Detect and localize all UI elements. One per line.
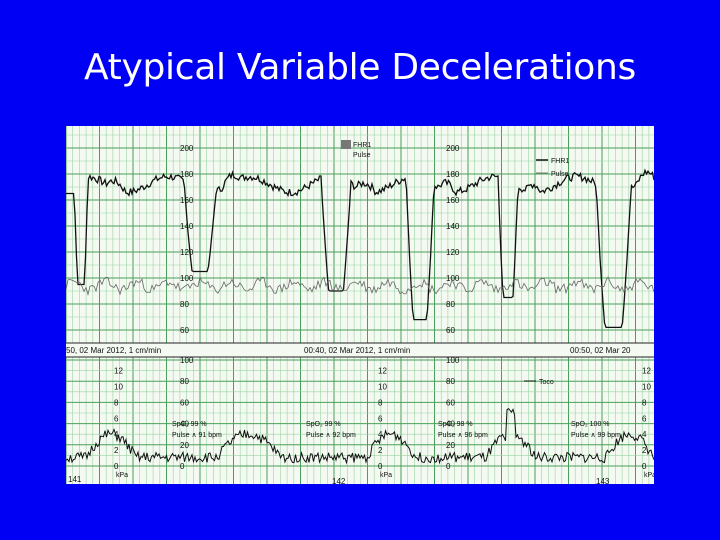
uc-scale-mmhg-label: 100 [446,356,460,365]
uc-scale-mmhg-label: 0 [446,462,451,471]
uc-scale-mmhg-label: 100 [180,356,194,365]
uc-scale-mmhg-label: 0 [180,462,185,471]
fhr-scale-label: 200 [446,144,460,153]
spo2-reading-4: SpO₂ 100 % [571,421,610,428]
pulse-trace [66,275,654,296]
uc-scale-kpa-label: 0 [378,462,383,471]
uc-scale-kpa-label: 12 [642,367,651,376]
spo2-reading-3: SpO₂ 98 % [438,421,473,428]
legend-fhr-label: FHR1 [353,142,371,149]
fhr-scale-label: 80 [180,300,189,309]
legend-toco-label: Toco [539,379,554,386]
uc-scale-kpa-label: 0 [642,462,647,471]
uc-scale-mmhg-label: 40 [446,420,455,429]
uc-scale-kpa-label: 4 [642,430,647,439]
fhr-scale-label: 120 [446,248,460,257]
slide-title: Atypical Variable Decelerations [83,47,636,88]
legend-fhr1-right: FHR1 [551,158,569,165]
uc-scale-kpa-label: 2 [642,446,647,455]
pulse-reading-4: Pulse ∧ 99 bpm [571,432,621,439]
legend-pulse-right: Pulse [551,171,569,178]
uc-scale-mmhg-label: 20 [180,441,189,450]
uc-scale-kpa-label: 2 [114,446,119,455]
pulse-reading-1: Pulse ∧ 91 bpm [172,432,222,439]
uc-scale-kpa-label: 4 [378,430,383,439]
timestamp-band [66,343,654,357]
uc-scale-kpa-label: 12 [378,367,387,376]
uc-scale-kpa-label: 4 [114,430,119,439]
uc-scale-mmhg-label: 60 [180,398,189,407]
uc-scale-kpa-label: 0 [114,462,119,471]
legend-pulse-label: Pulse [353,152,371,159]
fhr-scale-label: 140 [446,222,460,231]
uc-scale-kpa-label: 2 [378,446,383,455]
fhr-scale-label: 60 [446,326,455,335]
fhr-trace [66,168,654,329]
fhr-scale-label: 100 [180,274,194,283]
fhr-scale-label: 160 [180,196,194,205]
uc-scale-kpa-label: 6 [642,414,647,423]
page-number-1: 141 [68,475,82,484]
pulse-reading-3: Pulse ∧ 96 bpm [438,432,488,439]
spo2-reading-2: SpO₂ 99 % [306,421,341,428]
kpa-unit-label: kPa [116,472,128,479]
spo2-reading-1: SpO₂ 99 % [172,421,207,428]
legend-marker-icon [341,140,351,149]
page-number-3: 143 [596,477,610,484]
uc-scale-kpa-label: 10 [642,383,651,392]
uc-scale-mmhg-label: 80 [446,377,455,386]
ctg-chart: 2001801601401201008060200180160140120100… [66,126,654,484]
uc-scale-mmhg-label: 40 [180,420,189,429]
timestamp-1: 50, 02 Mar 2012, 1 cm/min [66,346,161,355]
kpa-unit-label: kPa [380,472,392,479]
uc-scale-kpa-label: 8 [114,398,119,407]
scales: 2001801601401201008060200180160140120100… [114,144,654,479]
uc-scale-mmhg-label: 60 [446,398,455,407]
fhr-scale-label: 200 [180,144,194,153]
pulse-reading-2: Pulse ∧ 92 bpm [306,432,356,439]
fhr-scale-label: 120 [180,248,194,257]
fhr-scale-label: 180 [180,170,194,179]
uc-scale-kpa-label: 8 [642,398,647,407]
uc-scale-kpa-label: 12 [114,367,123,376]
page-number-2: 142 [332,477,346,484]
traces [66,168,654,465]
uc-scale-kpa-label: 6 [114,414,119,423]
fhr-scale-label: 100 [446,274,460,283]
kpa-unit-label: kPa [644,472,654,479]
uc-scale-kpa-label: 10 [114,383,123,392]
uc-scale-kpa-label: 8 [378,398,383,407]
uc-scale-mmhg-label: 20 [446,441,455,450]
fhr-scale-label: 180 [446,170,460,179]
timestamp-3: 00:50, 02 Mar 20 [570,346,631,355]
fhr-scale-label: 80 [446,300,455,309]
uc-scale-kpa-label: 6 [378,414,383,423]
fhr-scale-label: 60 [180,326,189,335]
toco-trace [66,408,654,465]
uc-scale-kpa-label: 10 [378,383,387,392]
timestamp-2: 00:40, 02 Mar 2012, 1 cm/min [304,346,410,355]
uc-scale-mmhg-label: 80 [180,377,189,386]
ctg-strip: 200 180 160 140 120 100 80 60 200 180 160 140 120 100… [66,126,654,484]
fhr-scale-label: 160 [446,196,460,205]
